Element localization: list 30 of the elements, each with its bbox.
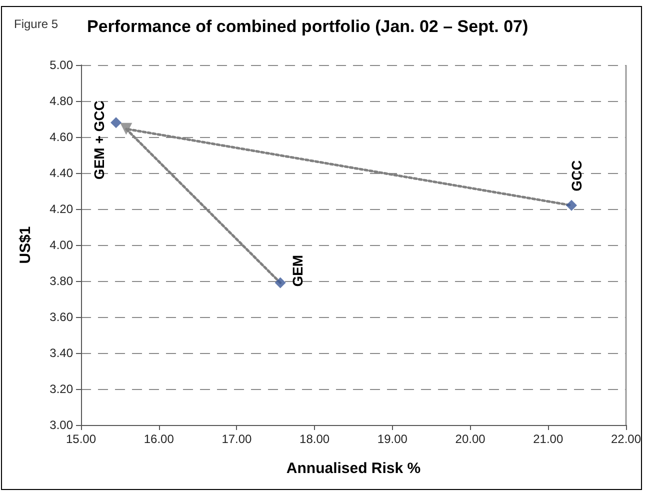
point — [120, 122, 132, 135]
annotation: GEM + GCC — [91, 100, 108, 180]
y-axis-title: US$1 — [17, 226, 34, 264]
y-tick-label: 4.20 — [50, 202, 74, 216]
y-tick-label: 3.40 — [50, 346, 74, 360]
y-tick-label: 3.20 — [50, 382, 74, 396]
x-tick-label: 18.00 — [300, 432, 330, 446]
y-tick-label: 3.00 — [50, 418, 74, 432]
x-tick-label: 16.00 — [144, 432, 174, 446]
x-tick-label: 20.00 — [455, 432, 486, 446]
x-tick-label: 17.00 — [222, 432, 252, 446]
point — [274, 277, 286, 288]
point — [566, 200, 577, 211]
x-tick-label: 21.00 — [533, 432, 564, 446]
y-tick-label: 4.80 — [50, 94, 74, 108]
y-tick-label: 4.60 — [50, 130, 74, 144]
y-tick-label: 4.00 — [50, 238, 74, 252]
annotation: GEM — [289, 254, 306, 287]
x-tick-label: 15.00 — [66, 432, 96, 446]
y-tick-label: 4.40 — [50, 166, 74, 180]
annotation: GCC — [568, 160, 584, 192]
y-tick-label: 5.00 — [50, 58, 74, 72]
x-tick-label: 22.00 — [610, 432, 642, 446]
x-tick-label: 19.00 — [377, 432, 408, 446]
y-tick-label: 3.80 — [50, 274, 74, 288]
y-tick-label: 3.60 — [50, 310, 74, 324]
caption: Figure 5 — [14, 17, 58, 31]
point — [110, 117, 122, 128]
chart-title: Performance of combined portfolio (Jan. 02 – Sept. 07) — [87, 17, 528, 36]
x-axis-title: Annualised Risk % — [286, 460, 421, 477]
